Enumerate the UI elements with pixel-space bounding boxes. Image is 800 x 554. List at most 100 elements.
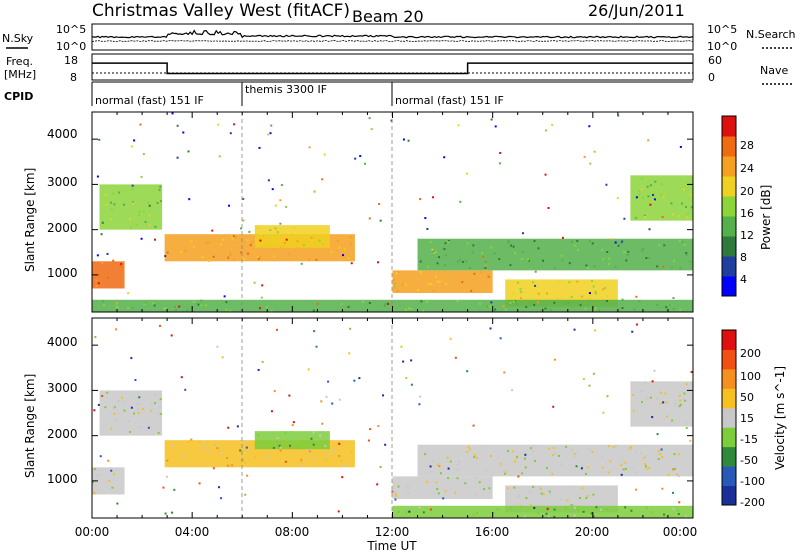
echo-cell [207, 241, 210, 244]
echo-cell [621, 240, 624, 243]
echo-cell [528, 490, 531, 493]
echo-cell [444, 242, 447, 245]
echo-cell [223, 295, 226, 298]
echo-cell [115, 302, 118, 305]
echo-cell [147, 426, 150, 429]
echo-cell [683, 392, 686, 395]
echo-cell [140, 175, 143, 178]
echo-cell [276, 231, 279, 234]
echo-cell [164, 255, 167, 258]
echo-cell [458, 258, 461, 261]
echo-cell [621, 307, 624, 310]
echo-cell [478, 302, 481, 305]
echo-cell [592, 285, 595, 288]
echo-cell [198, 482, 201, 485]
echo-cell [640, 177, 643, 180]
echo-cell [566, 499, 569, 502]
echo-cell [442, 497, 445, 500]
echo-cell [137, 407, 140, 410]
echo-cell [673, 453, 676, 456]
echo-cell [257, 257, 260, 260]
vel-cbar-tick-100: 100 [740, 370, 761, 383]
echo-cell [96, 474, 99, 477]
echo-cell [400, 345, 403, 348]
echo-cell [511, 450, 514, 453]
echo-cell [419, 270, 422, 273]
echo-cell [135, 223, 138, 226]
echo-cell [229, 253, 232, 256]
echo-cell [166, 251, 169, 254]
echo-cell [601, 455, 604, 458]
echo-cell [685, 420, 688, 423]
echo-cell [214, 443, 217, 446]
echo-cell [466, 370, 469, 373]
echo-cell [257, 227, 260, 230]
echo-cell [112, 192, 115, 195]
echo-cell [368, 301, 371, 304]
echo-cell [98, 138, 101, 141]
echo-cell [390, 119, 393, 122]
echo-cell [228, 251, 231, 254]
echo-cell [266, 133, 269, 136]
echo-cell [197, 303, 200, 306]
echo-cell [602, 288, 605, 291]
echo-cell [646, 397, 649, 400]
echo-cell [602, 258, 605, 261]
echo-cell [542, 493, 545, 496]
echo-cell [567, 301, 570, 304]
echo-cell [590, 512, 593, 515]
echo-cell [95, 279, 98, 282]
echo-cell [377, 425, 380, 428]
echo-cell [489, 454, 492, 457]
echo-cell [677, 475, 680, 478]
echo-cell [516, 455, 519, 458]
power-ytick-2000: 2000 [47, 221, 78, 235]
echo-cell [551, 123, 554, 126]
echo-cell [246, 474, 249, 477]
echo-cell [647, 195, 650, 198]
echo-cell [545, 512, 548, 515]
echo-cell [516, 281, 519, 284]
vel-ytick-1000: 1000 [47, 472, 78, 486]
echo-cell [431, 248, 434, 251]
echo-cell [651, 380, 654, 383]
echo-cell [658, 244, 661, 247]
colorbar-swatch [722, 196, 736, 217]
echo-cell [393, 282, 396, 285]
colorbar-swatch [722, 176, 736, 197]
power-cbar-tick-20: 20 [740, 185, 754, 198]
echo-cell [629, 445, 632, 448]
echo-cell [359, 155, 362, 158]
echo-cell [665, 415, 668, 418]
echo-cell [280, 184, 283, 187]
echo-cell [391, 490, 394, 493]
echo-cell [421, 309, 424, 312]
echo-cell [116, 306, 119, 309]
echo-cell [244, 493, 247, 496]
echo-cell [187, 441, 190, 444]
echo-cell [493, 252, 496, 255]
echo-cell [634, 217, 637, 220]
echo-cell [487, 274, 490, 277]
echo-cell [338, 398, 341, 401]
echo-cell [123, 409, 126, 412]
echo-cell [220, 497, 223, 500]
echo-cell [101, 262, 104, 265]
echo-cell [310, 437, 313, 440]
echo-cell [537, 301, 540, 304]
cpid-segment-1: normal (fast) 151 IF [95, 94, 204, 107]
echo-cell [525, 497, 528, 500]
echo-cell [584, 307, 587, 310]
velocity-colorbar [722, 330, 736, 506]
echo-cell [353, 379, 356, 382]
echo-cell [240, 227, 243, 230]
echo-cell [312, 431, 315, 434]
echo-cell [449, 460, 452, 463]
echo-cell [593, 150, 596, 153]
echo-cell [159, 200, 162, 203]
echo-cell [678, 405, 681, 408]
echo-cell [186, 309, 189, 312]
echo-cell [454, 491, 457, 494]
echo-cell [395, 494, 398, 497]
